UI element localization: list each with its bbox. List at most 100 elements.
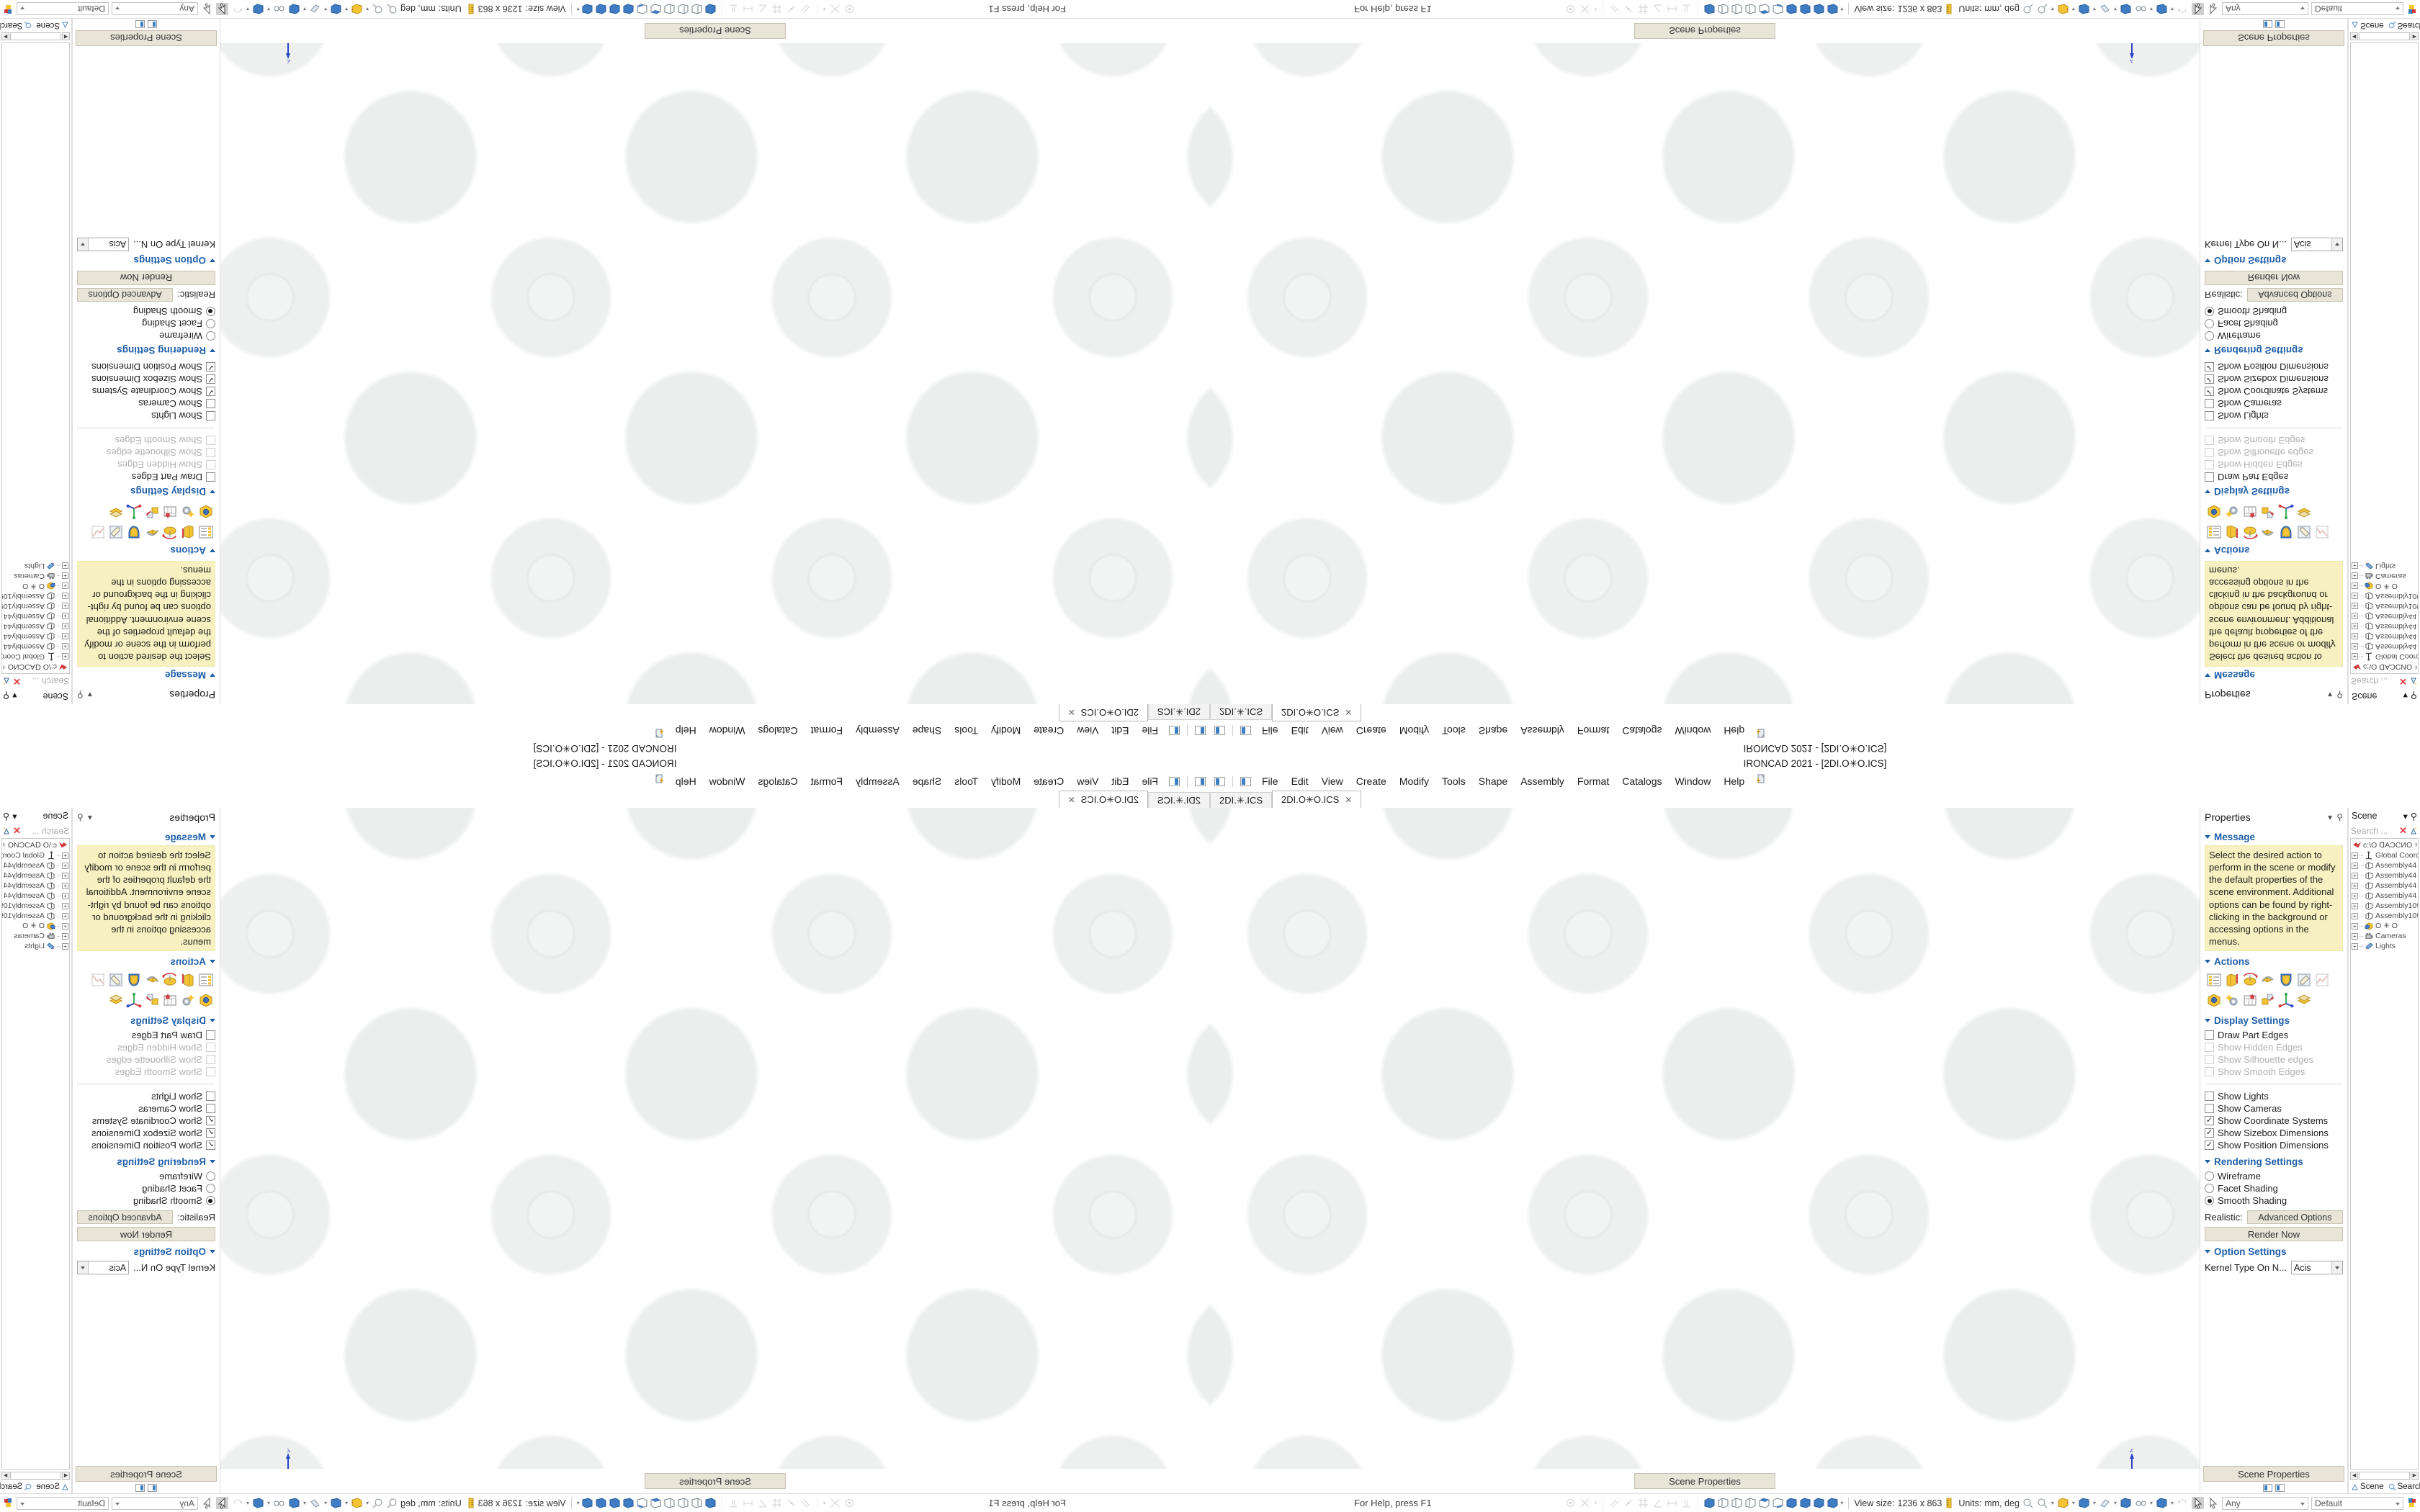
snap-distance-icon[interactable] [1667,4,1677,14]
snap-angle-icon[interactable] [1652,1498,1663,1508]
radio-facet-shading[interactable]: Facet Shading [77,318,215,330]
chevron-down-icon[interactable]: ▾ [324,1500,328,1506]
menu-shape[interactable]: Shape [1478,775,1508,787]
tab-scene[interactable]: Scene [36,21,69,30]
expand-icon[interactable]: + [62,942,68,950]
tree-node-cameras[interactable]: + Cameras [3,571,68,581]
scroll-left-icon[interactable]: ◀ [62,1471,70,1480]
list-properties-icon[interactable] [198,524,214,540]
chevron-down-icon[interactable]: ▾ [303,1500,307,1506]
menu-view[interactable]: View [1077,725,1099,737]
menu-tools[interactable]: Tools [954,775,978,787]
chevron-down-icon[interactable]: ▾ [12,811,17,822]
scroll-left-icon[interactable]: ◀ [62,32,70,41]
tree-node-assembly109[interactable]: + Assembly109 [2352,901,2418,911]
revolve-icon[interactable] [2242,972,2258,988]
menu-assembly[interactable]: Assembly [1520,725,1564,737]
scene-properties-footer-button[interactable]: Scene Properties [2203,1466,2344,1482]
dock-tab-icon[interactable] [2275,1484,2285,1492]
snap-distance-icon[interactable] [1667,1498,1677,1508]
checkbox-draw-part-edges[interactable]: Draw Part Edges [77,471,215,483]
color-swatch-icon[interactable] [2406,1497,2419,1509]
new-document-icon[interactable] [1755,774,1766,788]
select-arrow-icon[interactable] [216,3,228,15]
expand-icon[interactable]: + [2352,902,2358,909]
menu-modify[interactable]: Modify [990,725,1021,737]
rectangle-select-icon[interactable] [201,1497,213,1509]
chevron-down-icon[interactable]: ▾ [2328,812,2333,822]
snap-point-icon[interactable] [1565,4,1576,14]
view-front-icon[interactable] [704,1497,717,1509]
coordinate-triad-icon[interactable] [2278,992,2294,1008]
coordinate-triad-icon[interactable] [126,992,142,1008]
checkbox-show-cameras[interactable]: Show Cameras [2205,1102,2343,1115]
section-header-actions[interactable]: Actions [2205,545,2343,556]
close-icon[interactable]: ✕ [1067,794,1075,805]
tree-root-node[interactable]: c:\O ᗡAƆCИO ✳ᴏO ᴏO ᴏ✳O ИN [2352,840,2417,850]
tree-node-assembly[interactable]: + Assembly44 [3,860,68,870]
zoom-in-icon[interactable] [2022,4,2034,15]
menu-file[interactable]: File [1262,725,1278,737]
view-left-icon[interactable] [677,1497,689,1509]
render-cube-icon[interactable] [198,992,214,1008]
advanced-options-button[interactable]: Advanced Options [77,1210,174,1225]
snap-distance-icon[interactable] [743,1498,753,1508]
viewport-3d[interactable]: Z X Y Scene Properties [1210,808,2200,1493]
expand-icon[interactable]: + [2352,912,2358,919]
color-swatch-icon[interactable] [1,1497,14,1509]
expand-icon[interactable]: + [2352,872,2358,879]
assembly-explode-icon[interactable] [144,992,160,1008]
chevron-down-icon[interactable]: ▾ [2113,1500,2117,1506]
perspective-icon[interactable] [2099,1497,2111,1509]
chevron-down-icon[interactable]: ▾ [324,6,328,12]
scene-properties-footer-button[interactable]: Scene Properties [76,30,217,46]
render-now-button[interactable]: Render Now [77,270,215,285]
scroll-right-icon[interactable]: ▶ [1,32,9,41]
view-front-icon[interactable] [1703,3,1716,15]
scene-tree[interactable]: c:\O ᗡAƆCИO ✳ᴏO ᴏO ᴏ✳O ИN + Global Coord… [1,838,70,1470]
tab-search[interactable]: Search [2388,21,2420,30]
view-top-icon[interactable] [650,3,662,15]
tree-node-part[interactable]: + O ✳ O [2352,921,2417,931]
rectangle-select-icon[interactable] [2207,1497,2219,1509]
glasses-icon[interactable] [273,3,285,15]
color-swatch-icon[interactable] [2406,3,2419,15]
chevron-down-icon[interactable]: ▾ [2113,6,2117,12]
radio-facet-shading[interactable]: Facet Shading [2205,318,2343,330]
scene-tree[interactable]: c:\O ᗡAƆCИO ✳ᴏO ᴏO ᴏ✳O ИN + Global Coord… [2350,838,2419,1470]
snap-intersection-icon[interactable] [1579,4,1590,14]
document-tab-active[interactable]: 2DI.O✳O.ICS ✕ [1058,704,1148,721]
menu-create[interactable]: Create [1355,725,1386,737]
view-bottom-icon[interactable] [1772,1497,1784,1509]
glasses-icon[interactable] [2135,3,2147,15]
kernel-type-select[interactable]: Acis [2290,237,2343,251]
checkbox-show-position-dimensions[interactable]: Show Position Dimensions [77,1139,215,1151]
menu-modify[interactable]: Modify [990,775,1021,787]
chevron-down-icon[interactable]: ▾ [246,6,250,12]
search-input[interactable]: Search ... [32,676,69,687]
assembly-explode-icon[interactable] [2260,504,2276,520]
checkbox-show-cameras[interactable]: Show Cameras [77,1102,215,1115]
search-input[interactable]: Search ... [2351,825,2388,836]
drawing-sheet-icon[interactable] [162,992,178,1008]
shell-icon[interactable] [2278,972,2294,988]
list-properties-icon[interactable] [2206,524,2222,540]
tab-search[interactable]: Search [0,1482,32,1491]
sketch-edit-icon[interactable] [108,524,124,540]
dock-tab-icon[interactable] [2275,20,2285,28]
snap-point-icon[interactable] [844,4,855,14]
section-header-message[interactable]: Message [2205,670,2343,680]
expand-icon[interactable]: + [62,562,68,570]
section-header-message[interactable]: Message [77,832,215,842]
tree-node-assembly109[interactable]: + Assembly109 [1,601,68,611]
menu-view[interactable]: View [1321,775,1343,787]
view-iso3-icon[interactable] [1813,1497,1825,1509]
scrollbar-track[interactable] [2359,32,2410,41]
menu-format[interactable]: Format [810,775,843,787]
pin-icon[interactable]: ⚲ [2336,690,2343,700]
snap-parallel-icon[interactable] [1609,4,1620,14]
expand-icon[interactable]: + [62,932,68,940]
zoom-out-icon[interactable] [2037,1498,2048,1509]
render-mode-icon[interactable] [2057,1497,2069,1509]
menu-view[interactable]: View [1077,775,1099,787]
